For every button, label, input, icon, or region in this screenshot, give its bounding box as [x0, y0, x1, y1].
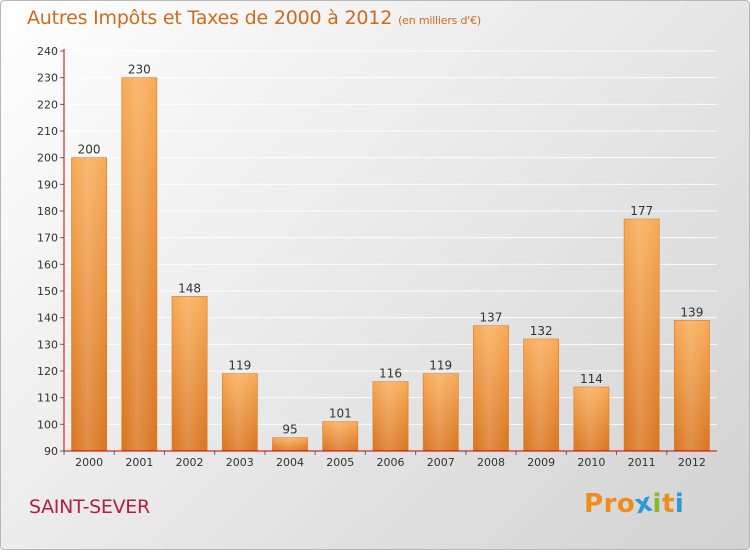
logo-letter: i [674, 489, 685, 519]
bar-highlight [372, 381, 409, 451]
value-label: 132 [530, 324, 553, 338]
bar-highlight [121, 77, 157, 452]
y-tick-label: 110 [37, 392, 58, 405]
value-label: 119 [429, 359, 452, 373]
y-tick-label: 140 [37, 312, 58, 325]
bar-highlight [423, 373, 459, 451]
x-tick-label: 2004 [276, 456, 304, 469]
bar-highlight [573, 387, 610, 451]
y-tick-label: 100 [37, 418, 58, 431]
y-tick-label: 160 [37, 258, 58, 271]
y-tick-label: 230 [37, 72, 58, 85]
value-label: 95 [282, 423, 297, 437]
y-tick-label: 90 [44, 445, 58, 458]
logo-letter: P [584, 489, 604, 519]
bar-highlight [71, 157, 107, 451]
y-tick-label: 150 [37, 285, 58, 298]
x-tick-label: 2008 [477, 456, 505, 469]
y-tick-label: 180 [37, 205, 58, 218]
x-tick-label: 2002 [176, 456, 204, 469]
bars [71, 77, 710, 452]
proxiti-logo[interactable]: Proxiti [584, 488, 685, 521]
bar-highlight [523, 339, 559, 451]
value-label: 230 [128, 63, 151, 77]
x-tick-label: 2011 [628, 456, 656, 469]
bar-highlight [624, 219, 660, 451]
value-label: 101 [329, 407, 352, 421]
chart-title-text: Autres Impôts et Taxes de 2000 à 2012 [27, 7, 393, 29]
x-tick-label: 2001 [125, 456, 153, 469]
x-tick-label: 2000 [75, 456, 103, 469]
y-tick-label: 240 [37, 45, 58, 58]
logo-letter: t [661, 489, 675, 519]
axes [60, 49, 717, 455]
x-tick-label: 2007 [427, 456, 455, 469]
value-label: 148 [178, 281, 201, 295]
x-tick-label: 2006 [377, 456, 405, 469]
value-label: 119 [228, 359, 251, 373]
y-tick-label: 210 [37, 125, 58, 138]
x-tick-label: 2010 [577, 456, 605, 469]
value-label: 114 [580, 372, 603, 386]
labels: 90 100 110 120 130 140 150 160 170 180 190 200 210 22… [37, 45, 706, 469]
bar-highlight [272, 437, 308, 451]
bar-highlight [322, 421, 358, 451]
city-name: SAINT-SEVER [29, 496, 150, 518]
x-tick-label: 2005 [326, 456, 354, 469]
logo-letter: i [652, 489, 662, 519]
y-tick-label: 170 [37, 232, 58, 245]
y-tick-label: 220 [37, 98, 58, 111]
chart-subtitle: (en milliers d'€) [398, 14, 481, 27]
x-tick-label: 2009 [527, 456, 555, 469]
chart-title: Autres Impôts et Taxes de 2000 à 2012 (en… [27, 7, 481, 29]
logo-letter: r [603, 489, 617, 519]
logo-letter: o [616, 489, 636, 519]
x-tick-label: 2012 [678, 456, 706, 469]
x-tick-label: 2003 [226, 456, 254, 469]
value-label: 116 [379, 367, 402, 381]
y-tick-label: 200 [37, 152, 58, 165]
bar-highlight [171, 296, 208, 451]
bar-highlight [473, 325, 509, 451]
y-tick-label: 120 [37, 365, 58, 378]
bar-highlight [674, 320, 710, 451]
y-tick-label: 130 [37, 338, 58, 351]
value-label: 177 [630, 204, 653, 218]
y-tick-label: 190 [37, 178, 58, 191]
value-label: 200 [78, 143, 101, 157]
value-label: 139 [680, 305, 703, 319]
value-label: 137 [480, 311, 503, 325]
bar-highlight [222, 373, 258, 451]
